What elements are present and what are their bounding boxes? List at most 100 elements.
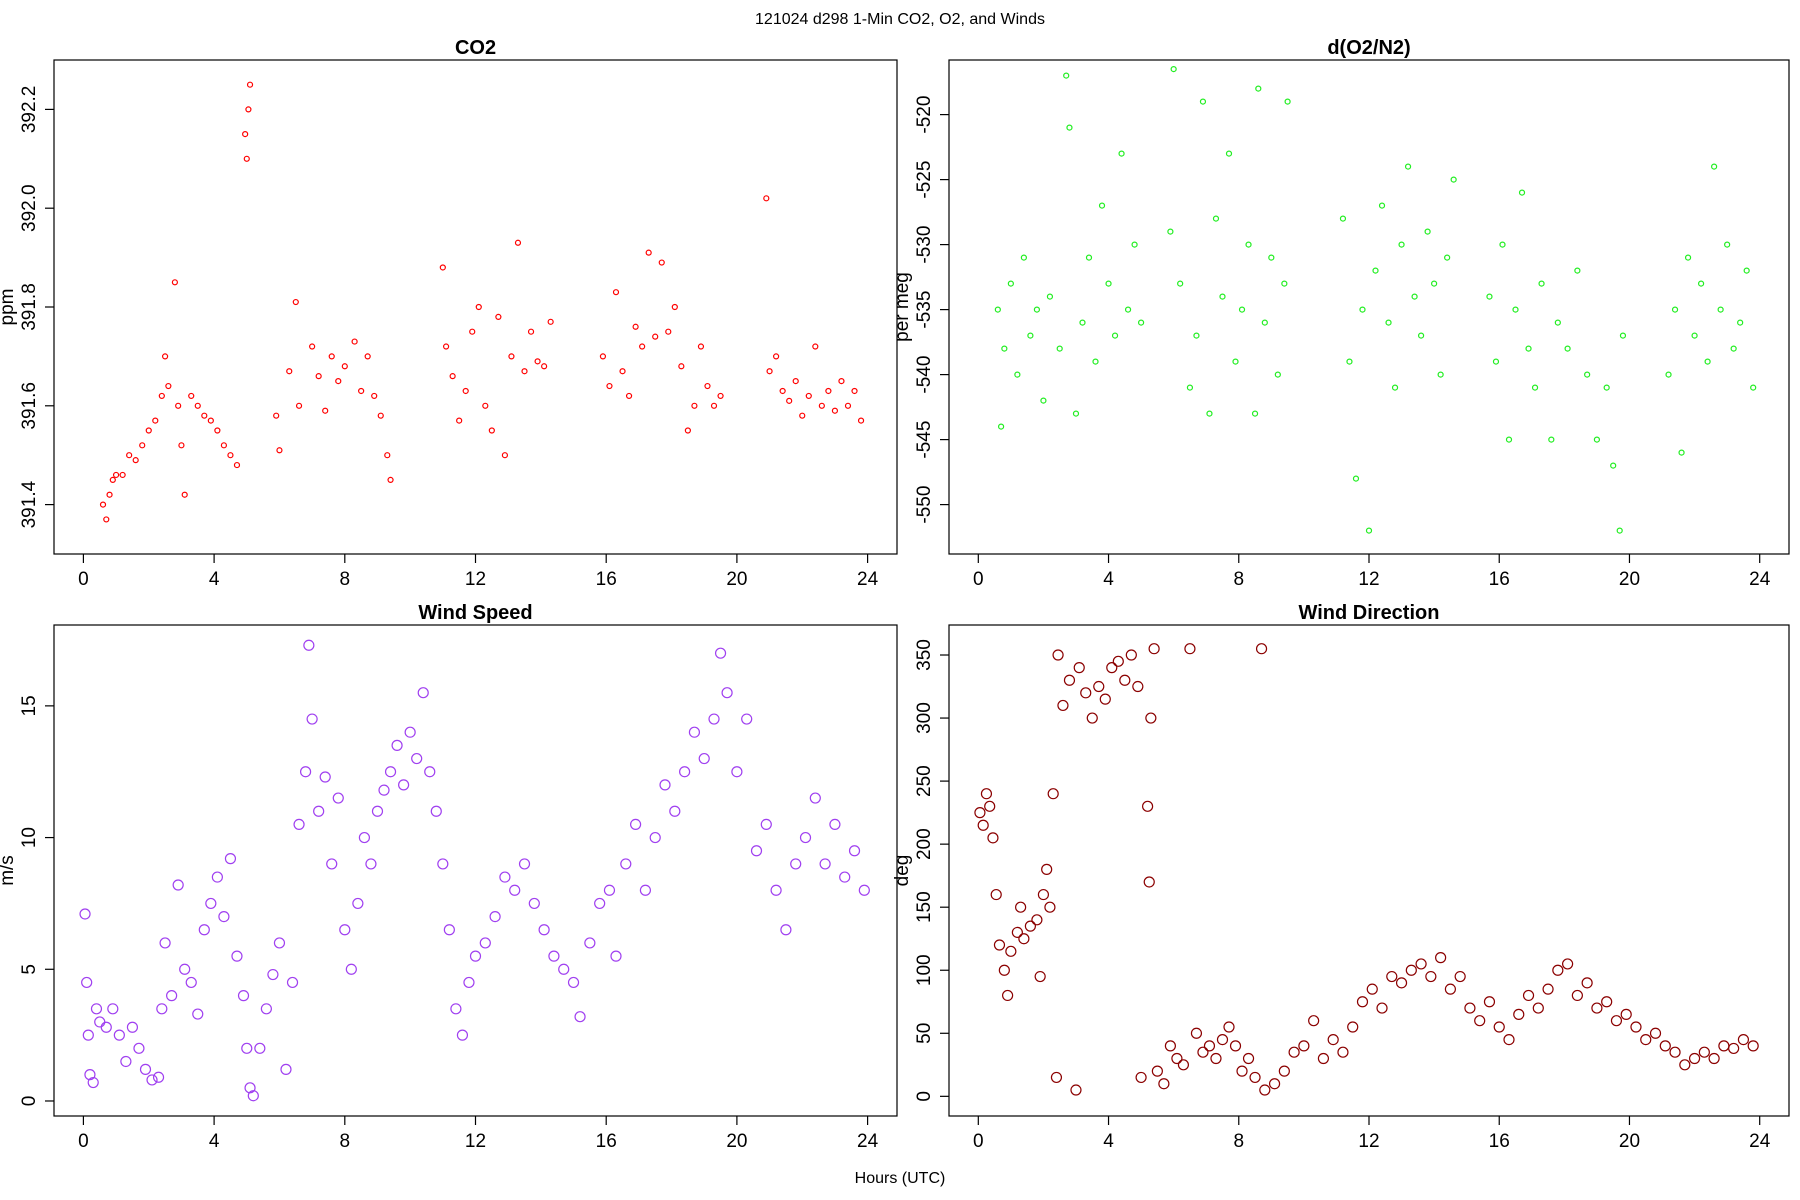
data-point xyxy=(1015,901,1027,913)
data-point xyxy=(1072,410,1080,417)
data-point xyxy=(1212,215,1220,222)
data-point xyxy=(790,858,802,870)
data-point xyxy=(1552,964,1564,976)
data-point xyxy=(156,1003,168,1015)
x-tick-label: 20 xyxy=(726,1131,747,1152)
x-tick-label: 20 xyxy=(1619,1131,1640,1152)
data-point xyxy=(1143,876,1155,888)
data-point xyxy=(750,845,763,857)
data-point xyxy=(211,871,223,883)
data-point xyxy=(1119,674,1131,686)
data-point xyxy=(639,884,652,896)
data-point xyxy=(1437,371,1444,378)
data-point xyxy=(439,264,446,271)
data-point xyxy=(610,950,622,962)
data-point xyxy=(398,779,410,791)
data-point xyxy=(1610,462,1617,469)
data-point xyxy=(1499,241,1506,248)
data-point xyxy=(358,831,371,844)
data-point xyxy=(1170,65,1177,73)
data-point xyxy=(220,442,228,449)
data-point xyxy=(1601,996,1613,1008)
data-point xyxy=(1052,649,1064,661)
data-point xyxy=(1431,280,1438,287)
data-point xyxy=(1274,371,1281,378)
data-point xyxy=(430,805,442,817)
x-tick-label: 12 xyxy=(465,1131,486,1152)
data-point xyxy=(1158,1078,1170,1090)
data-point xyxy=(1177,1059,1190,1071)
data-point xyxy=(1190,1027,1203,1039)
data-point xyxy=(1070,1084,1082,1096)
data-point xyxy=(1259,1084,1271,1096)
data-point xyxy=(295,402,303,409)
data-point xyxy=(851,387,858,395)
data-point xyxy=(1492,358,1500,365)
data-point xyxy=(1395,977,1408,989)
data-point xyxy=(81,976,93,989)
y-axis-label: per meg xyxy=(892,272,913,342)
data-point xyxy=(998,964,1010,976)
data-point xyxy=(620,858,632,870)
data-point xyxy=(273,937,286,949)
data-point xyxy=(345,963,357,975)
data-point xyxy=(1747,1040,1759,1052)
x-tick-label: 4 xyxy=(1103,1131,1114,1152)
data-point xyxy=(1288,1046,1300,1058)
data-point xyxy=(659,779,671,791)
data-point xyxy=(818,402,825,409)
data-point xyxy=(1593,436,1601,443)
data-point xyxy=(489,910,501,923)
data-point xyxy=(1261,319,1268,326)
data-point xyxy=(584,937,596,949)
panel-title: CO2 xyxy=(455,37,496,59)
x-tick-label: 4 xyxy=(209,569,220,590)
data-point xyxy=(1376,1002,1388,1014)
data-point xyxy=(224,853,237,865)
data-point xyxy=(1046,293,1054,300)
data-point xyxy=(1099,693,1111,705)
data-point xyxy=(79,908,91,920)
data-point xyxy=(780,924,792,936)
data-point xyxy=(112,471,120,479)
data-point xyxy=(1728,1042,1740,1055)
data-point xyxy=(449,373,456,380)
data-point xyxy=(442,343,450,350)
y-tick-label: -530 xyxy=(914,226,935,264)
data-point xyxy=(463,976,475,989)
data-point xyxy=(1737,1033,1750,1046)
data-point xyxy=(839,871,851,883)
data-point xyxy=(244,1082,256,1094)
data-point xyxy=(205,897,217,910)
data-point xyxy=(980,788,993,800)
data-point xyxy=(501,452,509,459)
data-point xyxy=(1464,1002,1476,1014)
data-point xyxy=(1014,371,1021,378)
data-point xyxy=(139,1063,152,1075)
data-point xyxy=(825,387,832,395)
x-tick-label: 16 xyxy=(1489,569,1510,590)
data-point xyxy=(404,726,416,738)
data-point xyxy=(1018,933,1030,945)
data-point xyxy=(1210,1052,1222,1065)
y-axis-label: m/s xyxy=(0,855,18,886)
data-point xyxy=(514,239,522,246)
data-point xyxy=(974,807,986,819)
y-tick-label: 10 xyxy=(19,827,40,848)
data-point xyxy=(1151,1065,1163,1077)
data-point xyxy=(805,392,812,400)
data-point xyxy=(161,353,169,360)
data-point xyxy=(1724,241,1731,248)
data-point xyxy=(1391,384,1399,391)
data-point xyxy=(315,373,322,380)
data-point xyxy=(1027,332,1034,339)
data-point xyxy=(1125,649,1137,661)
data-point xyxy=(1184,643,1196,655)
x-tick-label: 4 xyxy=(1103,569,1114,590)
data-point xyxy=(1337,1046,1349,1058)
data-point xyxy=(1678,449,1685,456)
data-point xyxy=(1411,293,1418,300)
data-point xyxy=(292,298,299,306)
data-point xyxy=(1708,1052,1720,1065)
data-point xyxy=(1564,345,1571,352)
